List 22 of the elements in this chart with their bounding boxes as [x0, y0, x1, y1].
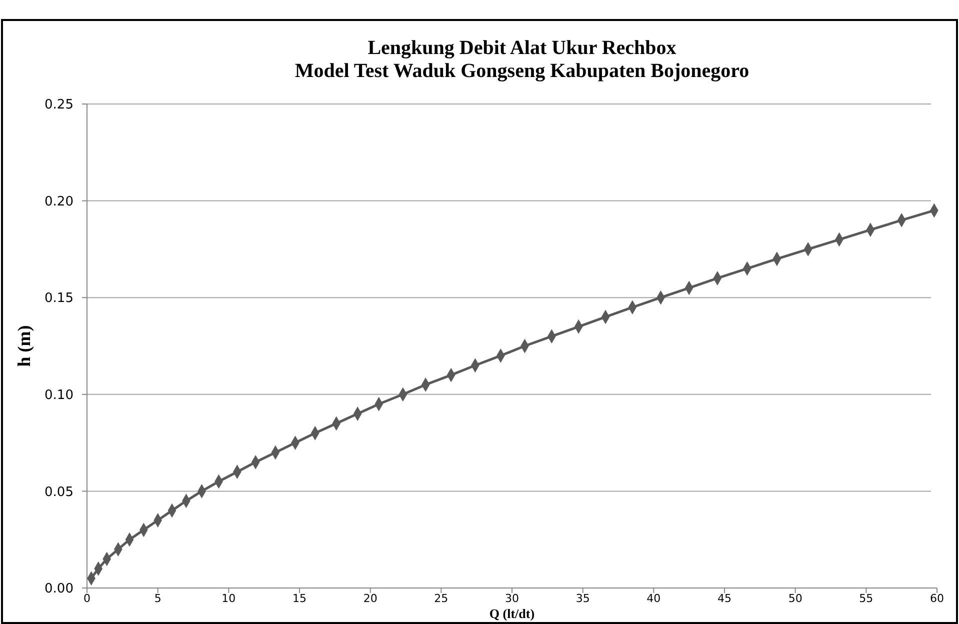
- y-tick-label: 0.25: [44, 98, 74, 113]
- x-axis-title: Q (lt/dt): [489, 606, 535, 621]
- x-tick-label: 20: [363, 592, 378, 605]
- y-tick-label: 0.00: [44, 582, 74, 597]
- y-tick-label: 0.15: [44, 291, 74, 306]
- y-tick-label: 0.10: [44, 388, 74, 403]
- x-tick-label: 5: [154, 592, 162, 605]
- chart-title: Lengkung Debit Alat Ukur Rechbox Model Test Waduk Gongseng Kabupaten Bojonegoro: [294, 37, 750, 82]
- y-tick-label: 0.20: [44, 194, 74, 210]
- x-tick-label: 10: [222, 592, 236, 605]
- x-tick-label: 60: [930, 592, 944, 605]
- x-tick-label: 55: [859, 592, 874, 605]
- x-tick-label: 45: [718, 592, 732, 605]
- x-tick-label: 50: [788, 592, 802, 605]
- y-axis-title: h (m): [14, 325, 34, 367]
- x-tick-label: 15: [292, 592, 306, 605]
- x-tick-label: 0: [84, 592, 90, 605]
- x-tick-label: 35: [576, 592, 590, 605]
- x-tick-label: 25: [434, 592, 448, 605]
- x-tick-label: 30: [505, 592, 519, 605]
- x-tick-label: 40: [646, 592, 661, 605]
- y-tick-label: 0.05: [44, 484, 74, 500]
